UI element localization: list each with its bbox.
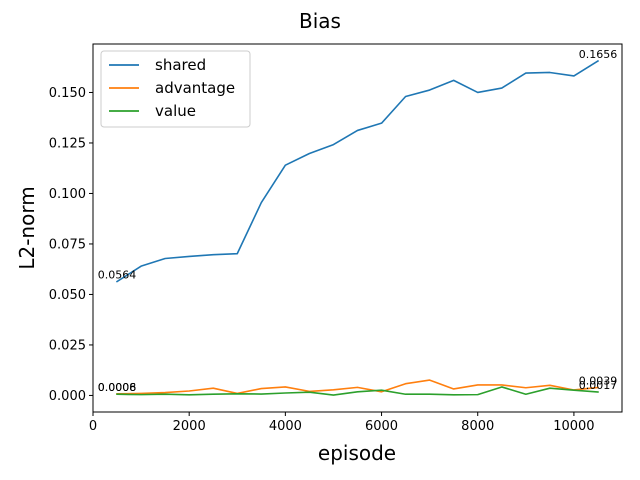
data-label: 0.0039 [579, 375, 618, 388]
y-tick-label: 0.075 [49, 237, 86, 252]
x-tick-label: 10000 [553, 419, 594, 434]
data-label: 0.1656 [579, 48, 618, 61]
axes: 0 2000 4000 6000 8000 10000 0.000 0.025 0.050 0.0… [49, 43, 623, 434]
x-tick-label: 6000 [365, 419, 398, 434]
legend-label-shared: shared [155, 56, 206, 74]
data-label: 0.0006 [98, 381, 137, 394]
y-tick-label: 0.000 [49, 389, 86, 404]
data-label: 0.0564 [98, 269, 137, 282]
series-line-value [116, 386, 599, 396]
x-axis-title: episode [318, 441, 396, 465]
x-tick-label: 8000 [461, 419, 494, 434]
x-tick-label: 0 [89, 419, 97, 434]
data-label: 0.0017 [579, 379, 618, 392]
chart-title: Bias [299, 9, 341, 33]
y-tick-label: 0.150 [49, 86, 86, 101]
y-tick-label: 0.100 [49, 187, 86, 202]
legend: shared advantage value [100, 50, 251, 128]
legend-label-advantage: advantage [155, 79, 235, 97]
x-tick-label: 4000 [269, 419, 302, 434]
series-line-shared [115, 59, 600, 283]
legend-label-value: value [155, 102, 196, 120]
y-tick-label: 0.050 [49, 288, 86, 303]
data-label: 0.0008 [98, 381, 137, 394]
y-tick-label: 0.025 [49, 338, 86, 353]
legend-box [100, 50, 251, 128]
series-line-advantage [116, 379, 599, 395]
y-axis-title: L2-norm [15, 186, 39, 269]
axes-frame [92, 43, 623, 413]
y-tick-label: 0.125 [49, 136, 86, 151]
plot-area [115, 59, 600, 396]
x-tick-label: 2000 [173, 419, 206, 434]
